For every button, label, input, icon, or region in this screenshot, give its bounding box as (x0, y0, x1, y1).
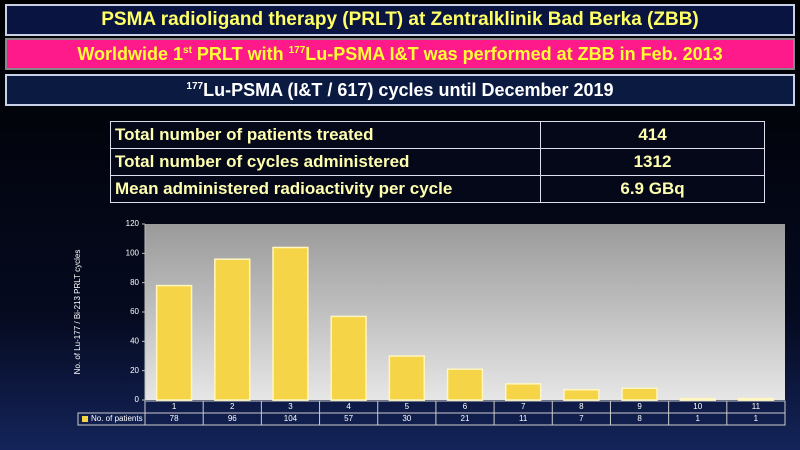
bar (737, 397, 775, 401)
bar (388, 355, 426, 401)
banner: Worldwide 1st PRLT with 177Lu-PSMA I&T w… (5, 38, 795, 70)
x-tick-label: 9 (637, 402, 642, 411)
x-tick-label: 5 (405, 402, 410, 411)
text: Lu-PSMA (I&T / 617) cycles until Decembe… (203, 80, 614, 100)
x-tick-label: 4 (346, 402, 351, 411)
sup: st (183, 45, 192, 56)
y-tick-label: 120 (126, 219, 140, 228)
title: PSMA radioligand therapy (PRLT) at Zentr… (5, 4, 795, 36)
x-tick-label: 6 (463, 402, 468, 411)
subheader: 177Lu-PSMA (I&T / 617) cycles until Dece… (5, 74, 795, 106)
table-value: 7 (579, 414, 584, 423)
y-tick-label: 80 (130, 278, 139, 287)
table-value: 1 (696, 414, 701, 423)
legend-label: No. of patients (91, 414, 143, 423)
y-tick-label: 40 (130, 336, 139, 345)
bar (621, 387, 658, 401)
table-value: 78 (170, 414, 179, 423)
table-value: 104 (284, 414, 298, 423)
x-tick-label: 2 (230, 402, 235, 411)
table-value: 21 (461, 414, 470, 423)
text: PRLT with (191, 44, 289, 64)
bar (272, 246, 309, 401)
y-tick-label: 0 (135, 395, 140, 404)
y-tick-label: 20 (130, 366, 139, 375)
row: Total number of cycles administered 1312 (110, 148, 765, 176)
table-value: 8 (637, 414, 642, 423)
sup: 177 (186, 81, 204, 92)
x-tick-label: 10 (693, 402, 702, 411)
x-tick-label: 8 (579, 402, 584, 411)
sup: 177 (288, 45, 306, 56)
summary-table: Total number of patients treated 414 Tota… (110, 121, 765, 203)
table-value: 30 (402, 414, 411, 423)
text: Worldwide 1 (77, 44, 184, 64)
x-tick-label: 11 (752, 402, 761, 411)
x-tick-label: 3 (288, 402, 293, 411)
text: Lu-PSMA I&T was performed at ZBB in Feb.… (305, 44, 723, 64)
y-tick-label: 60 (130, 307, 139, 316)
bar (330, 315, 367, 401)
y-axis-label: No. of Lu-177 / Bi-213 PRLT cycles (73, 250, 82, 375)
x-tick-label: 1 (172, 402, 177, 411)
cell: 1312 (540, 148, 765, 176)
table-value: 11 (519, 414, 528, 423)
bar (155, 284, 193, 401)
cell: 6.9 GBq (540, 175, 765, 203)
table-value: 96 (228, 414, 237, 423)
legend-cell (77, 412, 146, 426)
bar (563, 388, 600, 401)
table-value: 57 (344, 414, 353, 423)
bar (214, 258, 251, 401)
cell: Total number of cycles administered (110, 148, 541, 176)
legend-swatch (82, 416, 88, 422)
bar (679, 397, 716, 401)
y-tick-label: 100 (126, 248, 140, 257)
cell: Mean administered radioactivity per cycl… (110, 175, 541, 203)
x-tick-label: 7 (521, 402, 526, 411)
table-value: 1 (754, 414, 759, 423)
bar (504, 383, 542, 401)
bar (446, 368, 484, 401)
row: Mean administered radioactivity per cycl… (110, 175, 765, 203)
